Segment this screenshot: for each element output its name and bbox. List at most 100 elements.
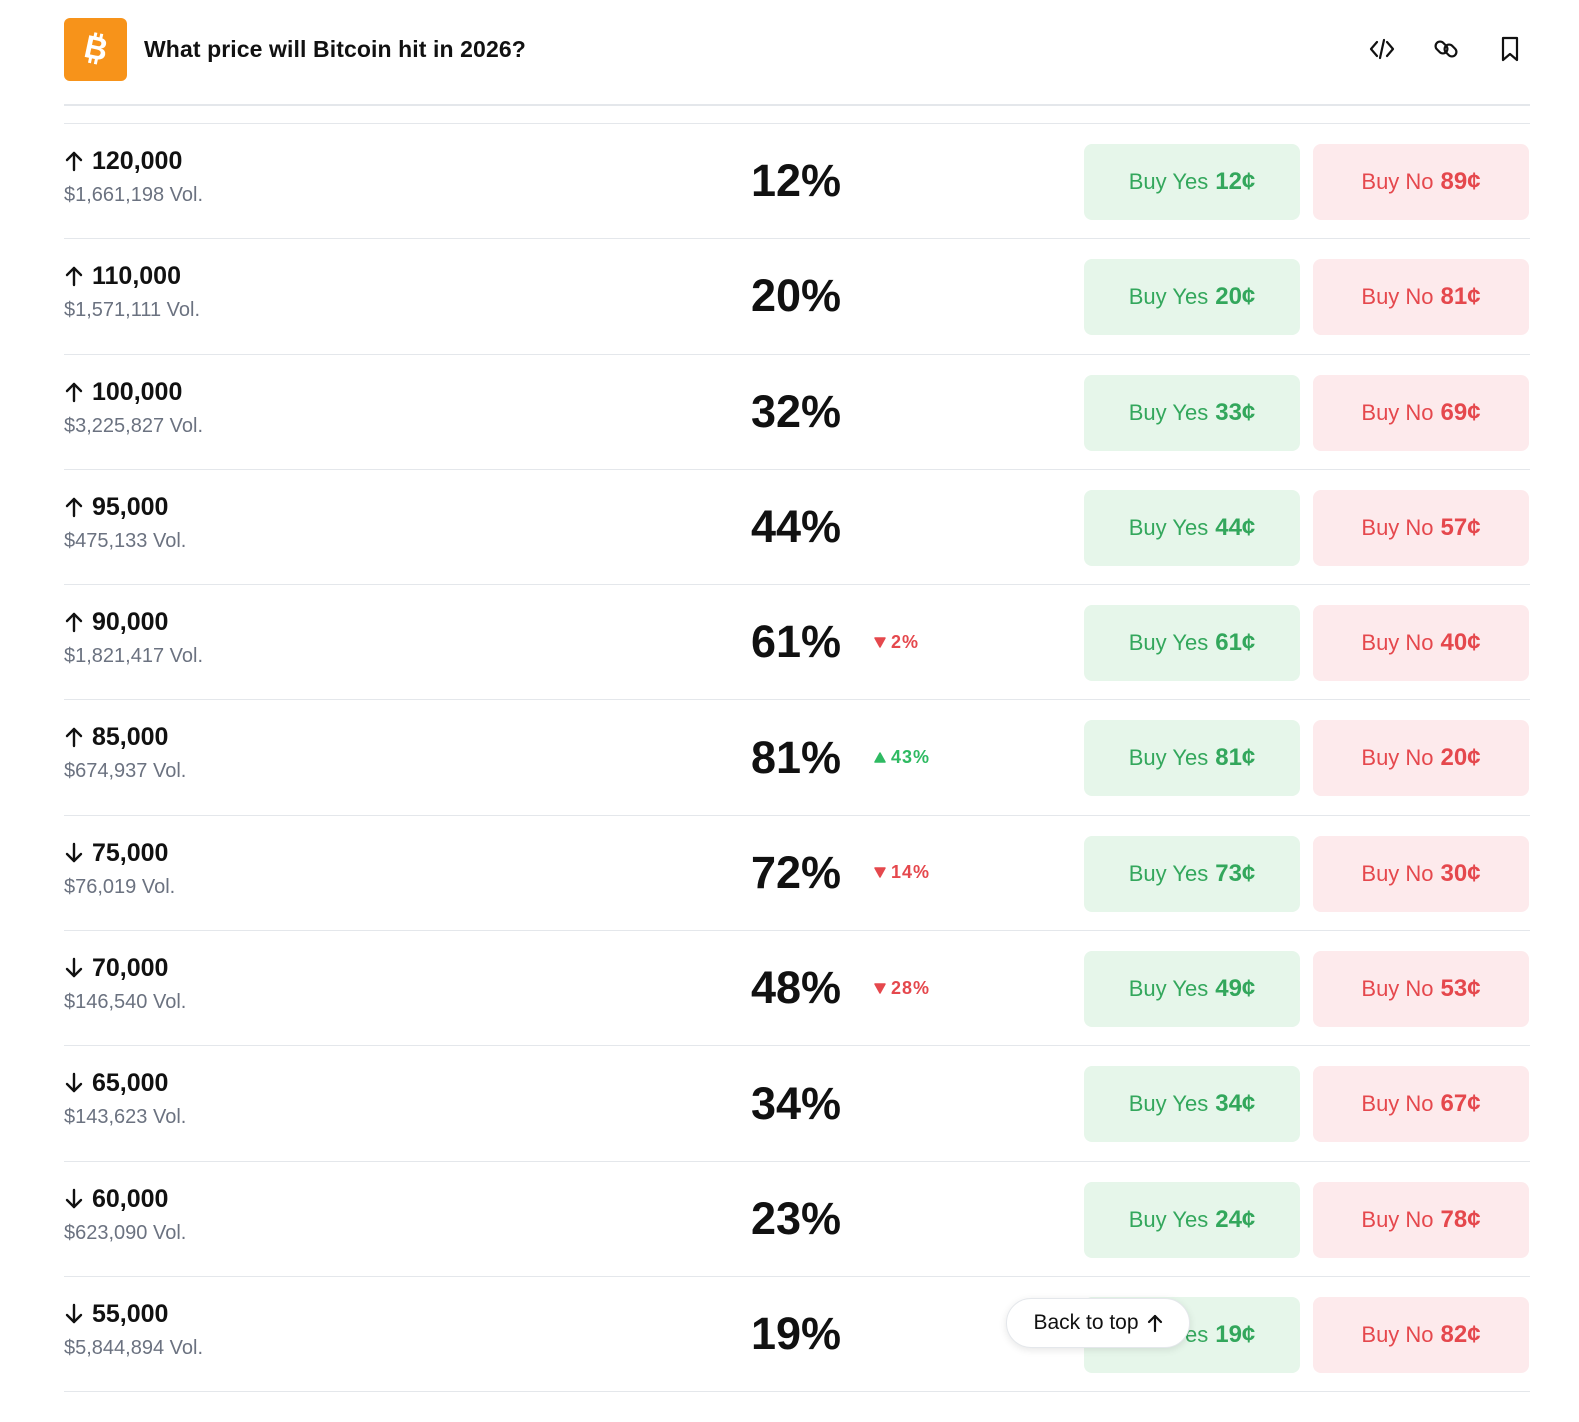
buy-no-button[interactable]: Buy No 20¢: [1313, 720, 1529, 797]
market-row[interactable]: 90,000 $1,821,417 Vol. 61% 2% Buy Yes 61¢ Buy …: [64, 585, 1530, 701]
market-row[interactable]: 110,000 $1,571,111 Vol. 20% Buy Yes 20¢ Buy N…: [64, 239, 1530, 355]
buy-no-button[interactable]: Buy No 30¢: [1313, 835, 1529, 912]
price-level: 65,000: [64, 1068, 186, 1098]
buy-yes-label: Buy Yes: [1128, 169, 1209, 194]
embed-button[interactable]: [1362, 29, 1402, 69]
buy-yes-button[interactable]: Buy Yes 33¢: [1084, 374, 1300, 451]
market-header: B What price will Bitcoin hit in 2026?: [64, 17, 1530, 81]
buy-no-label: Buy No: [1361, 976, 1434, 1002]
bookmark-button[interactable]: [1490, 29, 1530, 69]
price-level-value: 95,000: [92, 492, 169, 521]
price-change-value: 43%: [891, 747, 931, 768]
buy-yes-button[interactable]: Buy Yes 49¢: [1084, 951, 1300, 1028]
price-level-value: 110,000: [92, 262, 181, 291]
chance-percent: 81%: [750, 731, 842, 783]
chance-cell: 61% 2%: [730, 585, 1060, 699]
price-change: 43%: [874, 747, 930, 768]
price-level: 85,000: [64, 722, 186, 752]
buy-yes-button[interactable]: Buy Yes 20¢: [1084, 259, 1300, 336]
buy-no-button[interactable]: Buy No 40¢: [1313, 605, 1529, 682]
buy-no-label: Buy No: [1361, 514, 1434, 540]
arrow-up-icon: [65, 612, 83, 633]
market-label: 65,000 $143,623 Vol.: [64, 1068, 186, 1129]
market-label: 55,000 $5,844,894 Vol.: [64, 1299, 203, 1360]
arrow-down-icon: [65, 1188, 83, 1208]
chance-cell: 23%: [730, 1162, 1060, 1276]
buy-no-button[interactable]: Buy No 69¢: [1313, 374, 1529, 451]
buy-no-button[interactable]: Buy No 67¢: [1313, 1066, 1529, 1143]
market-volume: $1,821,417 Vol.: [64, 645, 204, 668]
yes-price: 81¢: [1215, 744, 1256, 772]
buy-no-button[interactable]: Buy No 53¢: [1313, 951, 1529, 1028]
buy-no-label: Buy No: [1361, 399, 1434, 425]
back-to-top-label: Back to top: [1033, 1311, 1139, 1334]
market-row[interactable]: 120,000 $1,661,198 Vol. 12% Buy Yes 12¢ Buy N…: [64, 124, 1530, 240]
buy-yes-button[interactable]: Buy Yes 61¢: [1084, 605, 1300, 682]
buy-no-button[interactable]: Buy No 78¢: [1313, 1181, 1529, 1258]
chance-cell: 48% 28%: [730, 931, 1060, 1045]
arrow-up-icon: [65, 728, 83, 748]
triangle-up-icon: [874, 752, 886, 763]
price-level-value: 120,000: [92, 147, 183, 175]
yes-price: 24¢: [1215, 1205, 1256, 1233]
yes-price: 34¢: [1215, 1090, 1256, 1118]
buy-no-label: Buy No: [1361, 1206, 1434, 1232]
copy-link-button[interactable]: [1426, 29, 1466, 69]
chance-cell: 34%: [730, 1046, 1060, 1160]
market-list: 120,000 $1,661,198 Vol. 12% Buy Yes 12¢ Buy N…: [64, 123, 1530, 1393]
chance-cell: 20%: [730, 239, 1060, 353]
price-level: 100,000: [64, 377, 203, 407]
chance-percent: 32%: [750, 385, 842, 437]
market-volume: $1,571,111 Vol.: [64, 299, 201, 322]
market-row[interactable]: 75,000 $76,019 Vol. 72% 14% Buy Yes 73¢ Buy No…: [64, 816, 1530, 932]
market-label: 120,000 $1,661,198 Vol.: [64, 146, 203, 207]
back-to-top-button[interactable]: Back to top: [1006, 1298, 1190, 1348]
buy-yes-button[interactable]: Buy Yes 44¢: [1084, 489, 1300, 566]
chance-percent: 34%: [750, 1077, 842, 1129]
market-label: 100,000 $3,225,827 Vol.: [64, 377, 203, 438]
no-price: 69¢: [1440, 398, 1481, 426]
chance-cell: 81% 43%: [730, 700, 1060, 814]
market-row[interactable]: 100,000 $3,225,827 Vol. 32% Buy Yes 33¢ Buy N…: [64, 355, 1530, 470]
market-row[interactable]: 85,000 $674,937 Vol. 81% 43% Buy Yes 81¢ Buy N…: [64, 700, 1530, 816]
market-row[interactable]: 60,000 $623,090 Vol. 23% Buy Yes 24¢ Buy No 78…: [64, 1162, 1530, 1277]
price-change-value: 2%: [891, 631, 920, 652]
market-row[interactable]: 70,000 $146,540 Vol. 48% 28% Buy Yes 49¢ Buy N…: [64, 931, 1530, 1047]
arrow-up-icon: [65, 267, 83, 287]
buy-yes-button[interactable]: Buy Yes 73¢: [1084, 835, 1300, 912]
chance-percent: 23%: [750, 1192, 842, 1244]
buy-yes-button[interactable]: Buy Yes 24¢: [1084, 1181, 1300, 1258]
buy-no-button[interactable]: Buy No 57¢: [1313, 489, 1529, 566]
buy-yes-button[interactable]: Buy Yes 81¢: [1084, 720, 1300, 797]
arrow-up-icon: [65, 151, 83, 172]
price-level-value: 60,000: [92, 1184, 169, 1213]
buy-yes-button[interactable]: Buy Yes 34¢: [1084, 1066, 1300, 1143]
yes-price: 49¢: [1215, 975, 1256, 1003]
chance-cell: 44%: [730, 470, 1060, 584]
chance-cell: 32%: [730, 355, 1060, 469]
price-change: 28%: [874, 978, 930, 999]
price-level-value: 100,000: [92, 377, 183, 406]
buy-yes-button[interactable]: Buy Yes 12¢: [1084, 144, 1300, 220]
no-price: 30¢: [1440, 859, 1481, 887]
buy-no-button[interactable]: Buy No 89¢: [1313, 144, 1529, 220]
buy-yes-label: Buy Yes: [1128, 1206, 1209, 1232]
buy-no-button[interactable]: Buy No 82¢: [1313, 1296, 1529, 1373]
yes-price: 33¢: [1215, 398, 1256, 426]
buy-yes-label: Buy Yes: [1128, 745, 1209, 771]
market-label: 95,000 $475,133 Vol.: [64, 492, 186, 553]
price-level: 70,000: [64, 953, 186, 983]
buy-no-label: Buy No: [1361, 284, 1434, 310]
market-volume: $143,623 Vol.: [64, 1106, 187, 1129]
arrow-down-icon: [65, 1073, 83, 1093]
price-level: 55,000: [64, 1299, 203, 1329]
market-row[interactable]: 65,000 $143,623 Vol. 34% Buy Yes 34¢ Buy No 67…: [64, 1046, 1530, 1162]
market-volume: $76,019 Vol.: [64, 875, 176, 898]
triangle-down-icon: [874, 982, 886, 994]
buy-no-button[interactable]: Buy No 81¢: [1313, 259, 1529, 336]
triangle-down-icon: [874, 867, 886, 879]
market-row[interactable]: 95,000 $475,133 Vol. 44% Buy Yes 44¢ Buy No 57…: [64, 470, 1530, 586]
buy-yes-label: Buy Yes: [1128, 860, 1209, 886]
